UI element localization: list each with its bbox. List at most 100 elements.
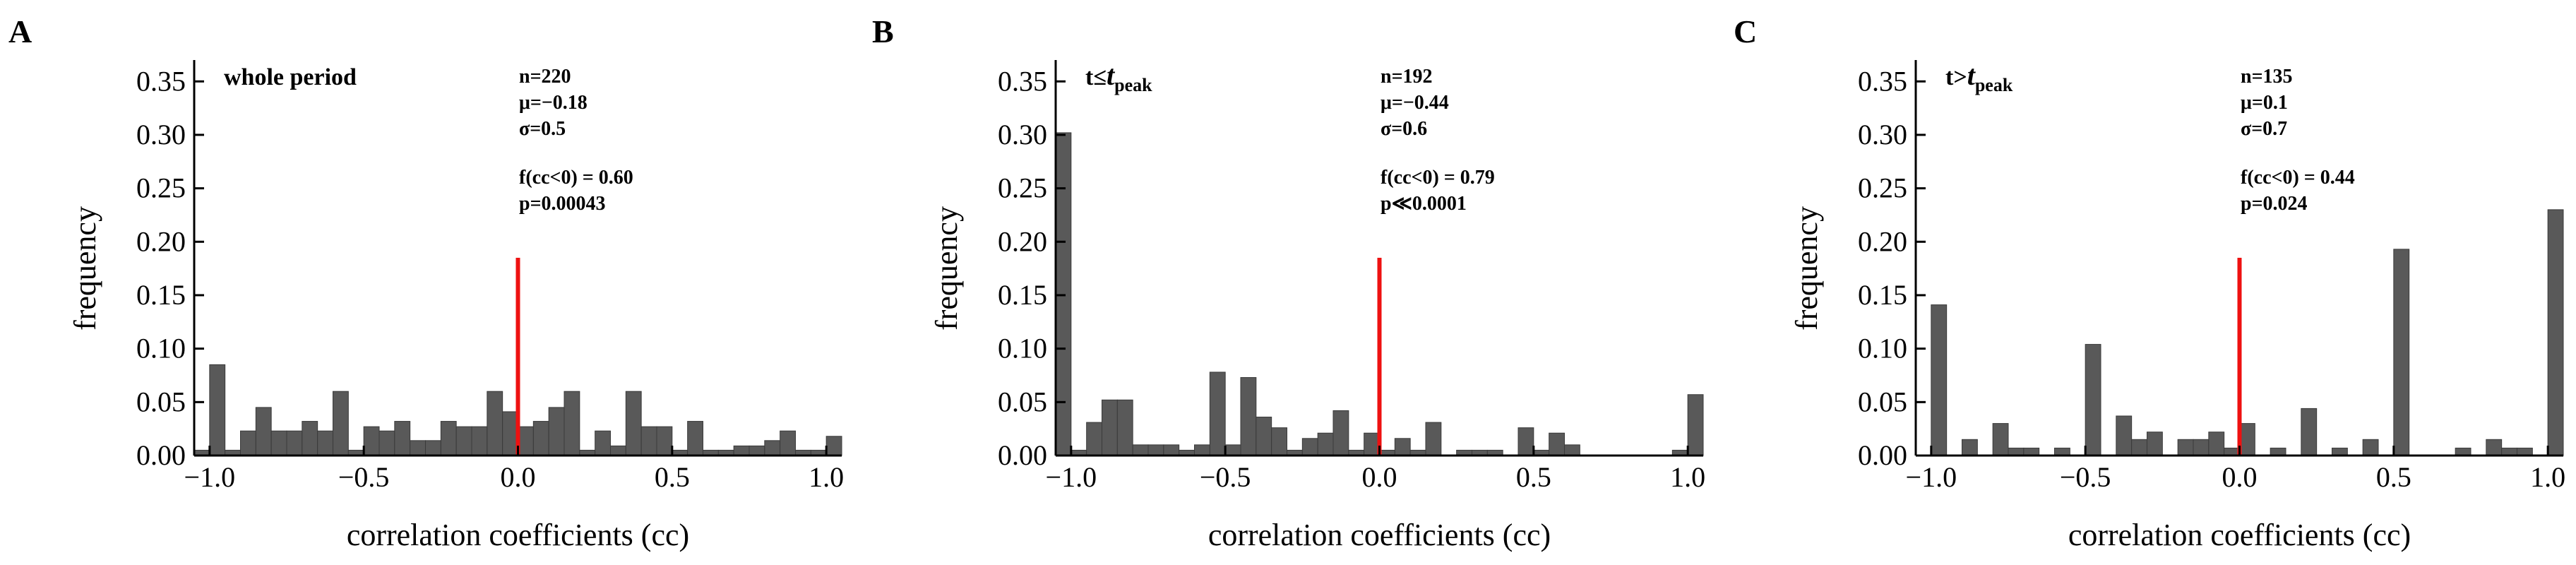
x-tick-label: −0.5	[1200, 461, 1251, 493]
y-tick-label: 0.25	[136, 172, 186, 204]
panel-a: A 0.00 0.05 0.10 0.15 0.20 0.25 0.30 0.35 −1.0 −0.…	[8, 13, 844, 552]
histogram-bar	[2008, 447, 2025, 456]
histogram-bar	[209, 364, 226, 456]
y-tick-label: 0.20	[998, 225, 1047, 257]
stats-line: σ=0.6	[1381, 118, 1427, 140]
y-tick-label: 0.25	[998, 172, 1047, 204]
histogram-bar	[363, 426, 380, 456]
histogram-bar	[1147, 444, 1164, 456]
x-axis-title: correlation coefficients (cc)	[347, 518, 689, 552]
histogram-bar	[2147, 432, 2163, 456]
histogram-bar	[394, 421, 411, 456]
histogram-bar	[471, 426, 488, 456]
histogram-bar	[1394, 438, 1411, 456]
histogram-bar	[2085, 344, 2101, 456]
histogram-bar	[825, 436, 842, 456]
y-tick-label: 0.05	[998, 386, 1047, 417]
histogram-bar	[1132, 444, 1149, 456]
stats-line: σ=0.5	[519, 118, 566, 140]
panel-condition-label: t>tpeak	[1945, 59, 2013, 95]
stats-annotation: n=135 μ=0.1 σ=0.7 f(cc<0) = 0.44 p=0.024	[2241, 66, 2355, 215]
y-tick-label: 0.15	[1858, 279, 1907, 311]
histogram-bar	[455, 426, 472, 456]
histogram-bar	[425, 440, 441, 456]
histogram-bar	[1425, 422, 1442, 456]
histogram-bar	[502, 411, 519, 456]
x-tick-label: −1.0	[1906, 461, 1957, 493]
x-tick-label: −0.5	[338, 461, 390, 493]
histogram-bar	[1086, 422, 1102, 456]
histogram-bar	[2547, 209, 2564, 456]
x-tick-label: 0.5	[2376, 461, 2411, 493]
histogram-bar	[2224, 447, 2241, 456]
y-tick-label: 0.15	[136, 279, 186, 311]
y-tick-label: 0.35	[136, 65, 186, 97]
histogram-bars	[1055, 132, 1704, 456]
stats-annotation: n=220 μ=−0.18 σ=0.5 f(cc<0) = 0.60 p=0.00043	[519, 66, 633, 215]
histogram-bar	[302, 421, 318, 456]
histogram-bar	[1224, 444, 1241, 456]
test-line: f(cc<0) = 0.60	[519, 167, 633, 189]
stats-line: μ=0.1	[2241, 92, 2288, 114]
histogram-bar	[2393, 249, 2410, 456]
y-tick-label: 0.35	[1858, 65, 1907, 97]
histogram-bar	[2023, 447, 2040, 456]
panel-letter: B	[872, 13, 894, 49]
histogram-bar	[610, 445, 626, 456]
histogram-bar	[733, 445, 750, 456]
y-tick-label: 0.00	[136, 439, 186, 471]
histogram-bar	[780, 430, 796, 456]
histogram-bar	[1564, 444, 1580, 456]
panel-c: C 0.00 0.05 0.10 0.15 0.20 0.25 0.30 0.35 −1.0 −0.…	[1734, 13, 2565, 552]
histogram-bar	[1271, 427, 1287, 456]
y-tick-label: 0.10	[1858, 333, 1907, 364]
x-tick-label: 0.0	[2222, 461, 2258, 493]
histogram-bar	[2362, 439, 2379, 456]
histogram-bar	[1116, 399, 1133, 456]
histogram-bar	[1364, 432, 1380, 456]
histogram-bar	[2193, 439, 2210, 456]
histogram-bar	[548, 407, 565, 456]
test-line: f(cc<0) = 0.44	[2241, 167, 2355, 189]
x-tick-label: 0.0	[1362, 461, 1397, 493]
histogram-bar	[333, 391, 349, 456]
histogram-bar	[749, 445, 765, 456]
histogram-bar	[2177, 439, 2194, 456]
panel-letter: C	[1734, 13, 1757, 49]
x-axis-title: correlation coefficients (cc)	[2068, 518, 2411, 552]
histogram-bar	[2208, 432, 2225, 456]
test-line: p=0.024	[2241, 193, 2308, 215]
x-tick-label: 1.0	[809, 461, 844, 493]
histogram-bar	[317, 430, 333, 456]
histogram-bar	[1962, 439, 1978, 456]
test-line: p=0.00043	[519, 193, 606, 215]
x-tick-label: 0.5	[655, 461, 690, 493]
y-axis-title: frequency	[929, 206, 964, 331]
histogram-bar	[640, 426, 657, 456]
y-tick-label: 0.20	[1858, 225, 1907, 257]
y-tick-label: 0.30	[998, 119, 1047, 150]
histogram-bar	[2131, 439, 2148, 456]
histogram-bar	[1209, 371, 1226, 456]
panel-b: B 0.00 0.05 0.10 0.15 0.20 0.25 0.30 0.35 −1.0 −0.…	[872, 13, 1705, 552]
stats-line: n=135	[2241, 66, 2293, 88]
stats-line: σ=0.7	[2241, 118, 2287, 140]
histogram-bar	[1256, 417, 1272, 456]
histogram-bars	[1931, 209, 2564, 456]
stats-line: n=220	[519, 66, 571, 88]
histogram-bar	[532, 421, 549, 456]
histogram-bar	[1992, 423, 2009, 456]
histogram-bar	[2301, 408, 2318, 456]
histogram-bar	[2054, 447, 2070, 456]
histogram-bar	[1163, 444, 1180, 456]
histogram-bar	[2270, 447, 2286, 456]
histogram-bar	[1194, 444, 1210, 456]
histogram-bar	[656, 426, 673, 456]
y-tick-label: 0.05	[136, 386, 186, 417]
histogram-bar	[2239, 423, 2255, 456]
histogram-bar	[2116, 415, 2133, 456]
histogram-bar	[1240, 377, 1257, 456]
y-tick-label: 0.00	[998, 439, 1047, 471]
histogram-bar	[410, 440, 427, 456]
histogram-bars	[193, 364, 842, 456]
